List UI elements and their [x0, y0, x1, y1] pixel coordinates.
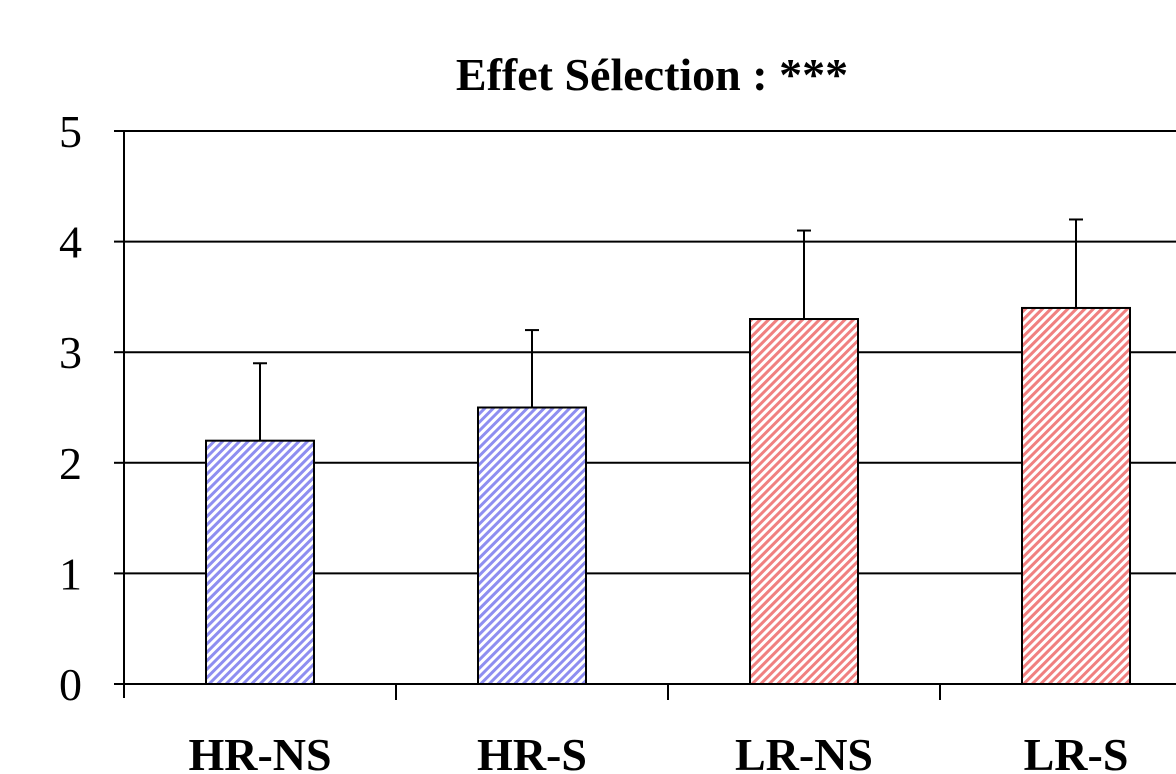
bar-hr-ns — [205, 439, 315, 685]
x-tick-label: LR-S — [1024, 729, 1129, 774]
bar-hr-s — [477, 406, 587, 685]
chart-title: Effet Sélection : *** — [456, 49, 848, 100]
y-tick-label: 4 — [59, 217, 82, 268]
y-tick-label: 0 — [59, 659, 82, 710]
x-tick-label: HR-S — [477, 729, 587, 774]
x-tick-label: LR-NS — [735, 729, 873, 774]
bar-lr-ns — [749, 318, 859, 685]
x-tick-label: HR-NS — [188, 729, 331, 774]
y-tick-labels: 0 1 2 3 4 5 — [59, 106, 82, 710]
y-tick-label: 5 — [59, 106, 82, 157]
y-tick-label: 1 — [59, 548, 82, 599]
bar-lr-s — [1021, 306, 1131, 685]
x-tick-labels: HR-NS HR-S LR-NS LR-S — [188, 729, 1128, 774]
bars — [205, 306, 1131, 685]
y-tick-label: 3 — [59, 327, 82, 378]
y-tick-label: 2 — [59, 438, 82, 489]
error-bars — [253, 218, 1083, 441]
